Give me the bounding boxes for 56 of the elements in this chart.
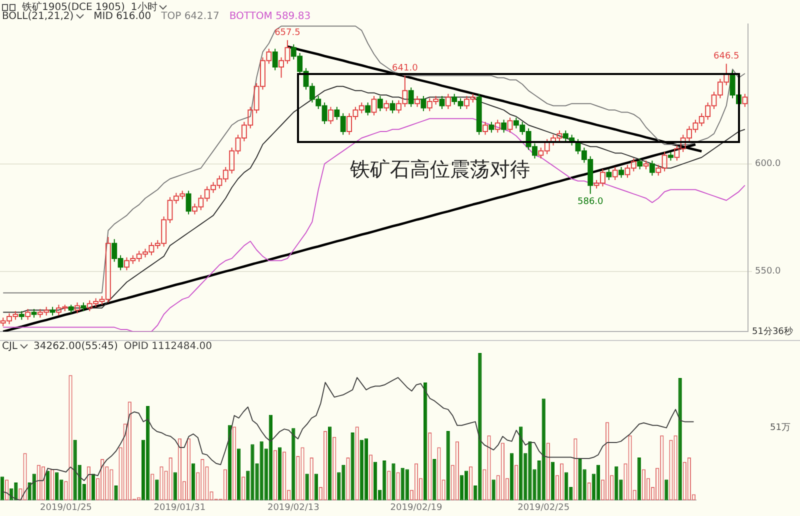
text: MID 616.00 xyxy=(94,11,152,22)
text: 646.5 xyxy=(713,52,740,62)
chart-subtitle: 34262.00(55:45) xyxy=(34,341,118,352)
chart-title: CJL xyxy=(2,341,19,352)
candlestick xyxy=(25,308,31,320)
candlestick xyxy=(414,96,420,108)
candlestick xyxy=(68,304,74,314)
candlestick xyxy=(365,102,371,116)
text: 641.0 xyxy=(392,63,418,74)
candlestick xyxy=(31,308,37,318)
y-tick-label: 600.0 xyxy=(755,159,782,170)
text: 51万 xyxy=(770,422,790,434)
candlestick xyxy=(80,302,86,312)
annotation: 铁矿石高位震荡对待 xyxy=(350,158,530,183)
candlestick xyxy=(50,306,56,316)
x-tick-label: 2019/02/25 xyxy=(518,502,570,513)
candlestick xyxy=(643,160,649,170)
candlestick xyxy=(420,96,426,112)
x-tick-label: 2019/02/13 xyxy=(267,502,320,513)
candlestick xyxy=(606,168,612,180)
candlestick xyxy=(384,100,390,112)
candlestick xyxy=(272,48,278,71)
candlestick xyxy=(377,96,383,112)
candlestick xyxy=(18,310,24,320)
x-tick-label: 2019/01/31 xyxy=(154,502,206,513)
candlestick xyxy=(328,106,334,125)
text: 657.5 xyxy=(274,28,300,38)
text: BOTTOM 589.83 xyxy=(229,11,311,22)
y-tick-label: 550.0 xyxy=(755,266,782,277)
candlestick xyxy=(371,96,377,116)
candlestick xyxy=(507,117,513,134)
candlestick xyxy=(618,166,624,178)
candlestick xyxy=(390,100,396,114)
text: TOP 642.17 xyxy=(161,11,220,22)
x-tick-label: 2019/02/19 xyxy=(390,502,442,513)
candlestick xyxy=(186,190,192,215)
candlestick xyxy=(637,158,643,170)
text: OPID 1112484.00 xyxy=(124,341,212,352)
candlestick xyxy=(668,151,674,162)
candlestick xyxy=(408,86,414,108)
candlestick xyxy=(612,166,618,180)
chart-subtitle: 1小时 xyxy=(130,2,158,13)
text: 586.0 xyxy=(577,196,604,207)
text: 51分36秒 xyxy=(752,326,793,338)
candlestick xyxy=(494,119,500,134)
candlestick xyxy=(501,119,507,134)
candlestick xyxy=(74,302,80,314)
x-tick-label: 2019/01/25 xyxy=(40,502,92,513)
candlestick xyxy=(445,93,451,110)
chart-title: 铁矿1905(DCE 1905) xyxy=(22,0,125,13)
candlestick xyxy=(488,121,494,134)
candlestick xyxy=(476,93,482,136)
candlestick xyxy=(482,121,488,136)
candlestick xyxy=(649,160,655,176)
candlestick xyxy=(742,93,748,108)
legend-title: BOLL(21,21,2) xyxy=(2,11,74,22)
